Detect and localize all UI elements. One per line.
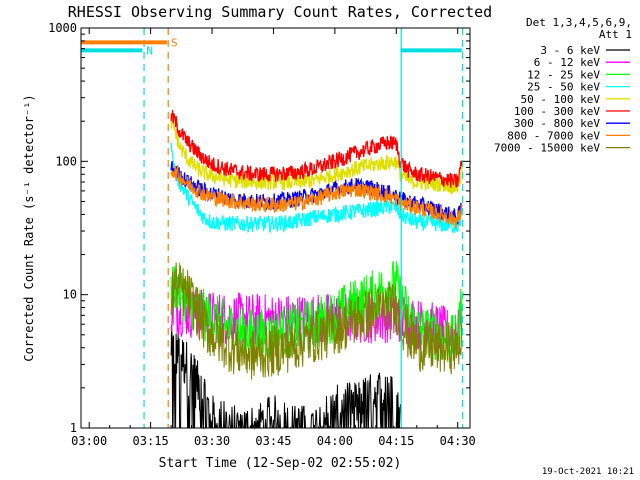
x-tick-label: 04:00 xyxy=(317,434,353,448)
series-line xyxy=(170,114,463,196)
series-800-7000-kev xyxy=(170,165,463,229)
series-12-25-kev xyxy=(170,260,463,363)
series-7000-15000-kev xyxy=(170,262,463,380)
legend-label: 100 - 300 keV xyxy=(514,105,600,118)
series-line xyxy=(170,262,463,380)
chart-title: RHESSI Observing Summary Count Rates, Co… xyxy=(68,3,492,21)
legend-header-line-1: Det 1,3,4,5,6,9, xyxy=(526,16,632,29)
series-line xyxy=(170,142,463,234)
y-tick-label: 10 xyxy=(63,288,77,302)
series-25-50-kev xyxy=(170,142,463,234)
series-100-300-kev xyxy=(170,110,463,188)
legend-label: 300 - 800 keV xyxy=(514,117,600,130)
series-3-6-kev xyxy=(170,324,401,430)
x-tick-label: 04:15 xyxy=(378,434,414,448)
x-tick-label: 03:00 xyxy=(71,434,107,448)
axes: 03:00 03:15 03:30 03:45 04:00 04:15 04:30 1 10 10… xyxy=(48,21,476,448)
series-50-100-kev xyxy=(170,114,463,196)
y-axis-label: Corrected Count Rate (s⁻¹ detector⁻¹) xyxy=(22,94,36,361)
plot-frame xyxy=(80,27,471,429)
legend-label: 3 - 6 keV xyxy=(540,44,600,57)
x-tick-label: 03:45 xyxy=(255,434,291,448)
x-tick-label: 04:30 xyxy=(440,434,476,448)
series-line xyxy=(170,165,463,229)
series-line xyxy=(170,324,401,430)
legend-header-line-2: Att 1 xyxy=(599,28,632,41)
flag-label: N xyxy=(146,44,153,57)
reference-lines: SN xyxy=(81,28,464,428)
y-tick-label: 1 xyxy=(70,421,77,435)
y-tick-label: 1000 xyxy=(48,21,77,35)
y-tick-label: 100 xyxy=(55,154,77,168)
legend-label: 6 - 12 keV xyxy=(534,56,601,69)
flag-label: S xyxy=(171,36,178,49)
legend-header: Det 1,3,4,5,6,9, Att 1 xyxy=(526,16,632,41)
series-line xyxy=(170,260,463,363)
legend-label: 12 - 25 keV xyxy=(527,68,600,81)
legend-label: 7000 - 15000 keV xyxy=(494,142,600,155)
x-tick-label: 03:15 xyxy=(133,434,169,448)
series-line xyxy=(170,110,463,188)
generation-timestamp: 19-Oct-2021 10:21 xyxy=(542,467,634,477)
x-axis-label: Start Time (12-Sep-02 02:55:02) xyxy=(159,456,402,471)
x-tick-label: 03:30 xyxy=(194,434,230,448)
legend-label: 50 - 100 keV xyxy=(521,93,601,106)
legend-label: 800 - 7000 keV xyxy=(507,129,600,142)
legend-label: 25 - 50 keV xyxy=(527,81,600,94)
data-layer xyxy=(170,110,463,430)
